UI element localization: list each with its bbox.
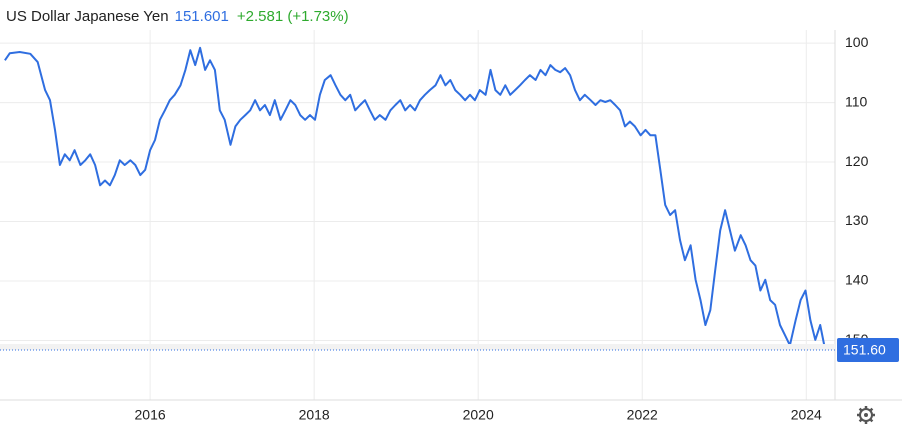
gear-teeth — [857, 406, 875, 424]
y-tick-label: 100 — [845, 34, 869, 50]
last-price-band — [0, 344, 835, 351]
x-tick-label: 2020 — [463, 407, 494, 423]
settings-icon[interactable] — [857, 406, 875, 424]
last-price-tag — [837, 338, 899, 363]
x-tick-label: 2018 — [299, 407, 330, 423]
grid — [0, 30, 835, 400]
last-price-label: 151.60 — [843, 342, 886, 358]
price-change: +2.581 (+1.73%) — [237, 8, 349, 25]
gear-hub — [864, 413, 868, 417]
price-line — [4, 46, 827, 351]
chart-title: US Dollar Japanese Yen — [6, 8, 169, 25]
y-tick-label: 120 — [845, 153, 869, 169]
y-tick-label: 110 — [845, 93, 868, 109]
last-price: 151.601 — [175, 8, 229, 25]
x-tick-label: 2024 — [791, 407, 822, 423]
y-tick-label: 130 — [845, 212, 869, 228]
x-tick-label: 2022 — [627, 407, 658, 423]
y-tick-label: 140 — [845, 272, 869, 288]
x-tick-label: 2016 — [135, 407, 166, 423]
